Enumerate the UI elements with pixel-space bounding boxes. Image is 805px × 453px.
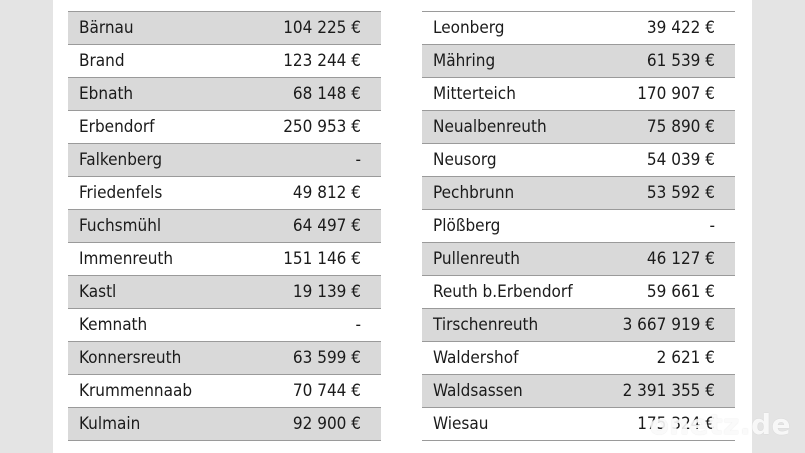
municipality-table-left: Bärnau 104 225 € Brand 123 244 € Ebnath 68 … (68, 11, 381, 441)
amount-value: 151 146 € (283, 249, 361, 269)
table-row: Wiesau 175 324 € (422, 408, 735, 441)
amount-value: 70 744 € (292, 381, 361, 401)
amount-value: 61 539 € (646, 51, 715, 71)
table-row: Waldsassen 2 391 355 € (422, 375, 735, 408)
municipality-name: Brand (79, 51, 125, 71)
table-row: Fuchsmühl 64 497 € (68, 210, 381, 243)
amount-value: 54 039 € (646, 150, 715, 170)
table-row: Immenreuth 151 146 € (68, 243, 381, 276)
municipality-name: Plößberg (433, 216, 501, 236)
table-row: Krummennaab 70 744 € (68, 375, 381, 408)
municipality-name: Immenreuth (79, 249, 174, 269)
table-row: Erbendorf 250 953 € (68, 111, 381, 144)
amount-value: 3 667 919 € (622, 315, 715, 335)
table-row: Bärnau 104 225 € (68, 12, 381, 45)
municipality-name: Ebnath (79, 84, 134, 104)
table-row: Mähring 61 539 € (422, 45, 735, 78)
table-row: Friedenfels 49 812 € (68, 177, 381, 210)
amount-value: 2 621 € (656, 348, 715, 368)
municipality-name: Waldsassen (433, 381, 523, 401)
amount-value: 46 127 € (646, 249, 715, 269)
municipality-name: Waldershof (433, 348, 519, 368)
amount-value: 39 422 € (646, 18, 715, 38)
table-row: Tirschenreuth 3 667 919 € (422, 309, 735, 342)
amount-value: - (355, 315, 361, 335)
municipality-name: Erbendorf (79, 117, 155, 137)
table-row: Leonberg 39 422 € (422, 12, 735, 45)
amount-value: - (709, 216, 715, 236)
municipality-name: Friedenfels (79, 183, 163, 203)
amount-value: 2 391 355 € (622, 381, 715, 401)
amount-value: - (355, 150, 361, 170)
amount-value: 92 900 € (292, 414, 361, 434)
municipality-name: Krummennaab (79, 381, 193, 401)
municipality-name: Neusorg (433, 150, 497, 170)
municipality-name: Reuth b.Erbendorf (433, 282, 573, 302)
amount-value: 123 244 € (283, 51, 361, 71)
amount-value: 75 890 € (646, 117, 715, 137)
municipality-name: Leonberg (433, 18, 505, 38)
table-row: Kemnath - (68, 309, 381, 342)
table-row: Waldershof 2 621 € (422, 342, 735, 375)
municipality-name: Tirschenreuth (433, 315, 539, 335)
table-row: Konnersreuth 63 599 € (68, 342, 381, 375)
municipality-name: Kastl (79, 282, 117, 302)
municipality-name: Pechbrunn (433, 183, 515, 203)
municipality-name: Mähring (433, 51, 496, 71)
amount-value: 59 661 € (646, 282, 715, 302)
table-row: Pechbrunn 53 592 € (422, 177, 735, 210)
municipality-name: Mitterteich (433, 84, 516, 104)
table-row: Brand 123 244 € (68, 45, 381, 78)
municipality-name: Pullenreuth (433, 249, 520, 269)
amount-value: 19 139 € (292, 282, 361, 302)
table-row: Falkenberg - (68, 144, 381, 177)
amount-value: 104 225 € (283, 18, 361, 38)
table-row: Ebnath 68 148 € (68, 78, 381, 111)
amount-value: 68 148 € (292, 84, 361, 104)
amount-value: 63 599 € (292, 348, 361, 368)
municipality-name: Bärnau (79, 18, 134, 38)
amount-value: 64 497 € (292, 216, 361, 236)
municipality-name: Konnersreuth (79, 348, 182, 368)
table-row: Mitterteich 170 907 € (422, 78, 735, 111)
table-row: Pullenreuth 46 127 € (422, 243, 735, 276)
municipality-name: Falkenberg (79, 150, 163, 170)
amount-value: 53 592 € (646, 183, 715, 203)
table-row: Neusorg 54 039 € (422, 144, 735, 177)
municipality-name: Kulmain (79, 414, 141, 434)
amount-value: 175 324 € (637, 414, 715, 434)
table-row: Neualbenreuth 75 890 € (422, 111, 735, 144)
municipality-name: Neualbenreuth (433, 117, 547, 137)
table-row: Plößberg - (422, 210, 735, 243)
table-row: Reuth b.Erbendorf 59 661 € (422, 276, 735, 309)
amount-value: 170 907 € (637, 84, 715, 104)
table-row: Kulmain 92 900 € (68, 408, 381, 441)
municipality-name: Fuchsmühl (79, 216, 162, 236)
amount-value: 49 812 € (292, 183, 361, 203)
table-row: Kastl 19 139 € (68, 276, 381, 309)
municipality-name: Wiesau (433, 414, 489, 434)
municipality-table-right: Leonberg 39 422 € Mähring 61 539 € Mittert… (422, 11, 735, 441)
amount-value: 250 953 € (283, 117, 361, 137)
municipality-name: Kemnath (79, 315, 148, 335)
